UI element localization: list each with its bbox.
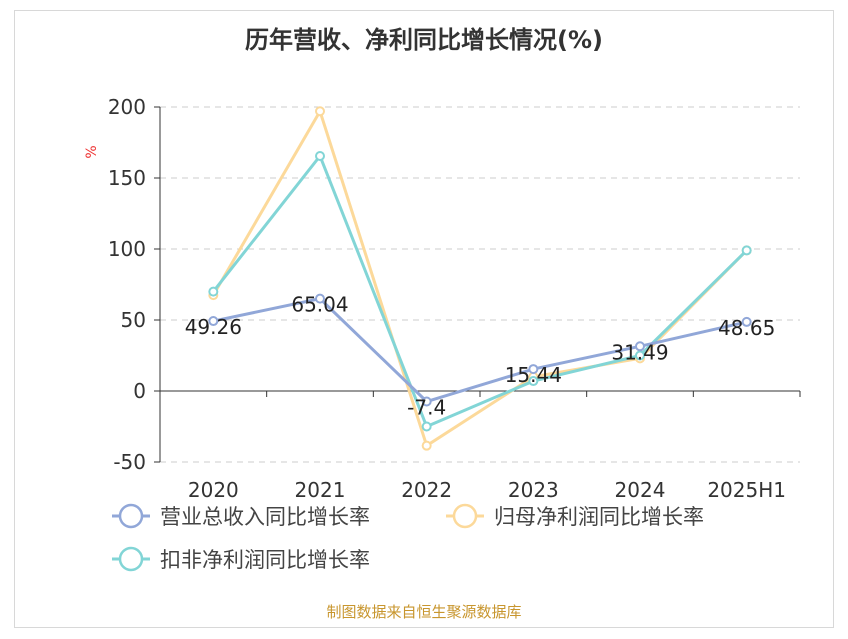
x-tick-label: 2023 xyxy=(508,478,559,502)
x-tick-label: 2022 xyxy=(401,478,452,502)
data-point xyxy=(421,396,432,407)
data-label: -7.4 xyxy=(407,396,446,420)
series-line-1 xyxy=(212,107,748,448)
y-tick-label: 150 xyxy=(108,166,146,190)
data-point xyxy=(421,421,432,432)
data-point xyxy=(528,376,539,387)
chart-title: 历年营收、净利同比增长情况(%) xyxy=(245,26,603,54)
data-point xyxy=(208,286,219,297)
data-point xyxy=(315,293,325,304)
data-point xyxy=(741,245,752,256)
legend-label: 归母净利润同比增长率 xyxy=(494,505,704,529)
data-label: 49.26 xyxy=(185,315,242,339)
x-tick-label: 2025H1 xyxy=(707,478,786,502)
source-note: 制图数据来自恒生聚源数据库 xyxy=(326,603,521,621)
y-tick-label: 50 xyxy=(121,308,146,332)
y-tick-label: -50 xyxy=(113,450,146,474)
data-label: 31.49 xyxy=(611,340,668,364)
data-label: 48.65 xyxy=(718,316,775,340)
data-point xyxy=(315,150,325,161)
data-point xyxy=(528,364,539,375)
x-tick-label: 2021 xyxy=(295,478,346,502)
legend-label: 扣非净利润同比增长率 xyxy=(160,548,370,572)
data-point xyxy=(315,106,325,117)
data-label: 65.04 xyxy=(291,293,348,317)
data-point xyxy=(741,316,752,327)
data-label: 15.44 xyxy=(505,363,562,387)
x-tick-label: 2024 xyxy=(615,478,666,502)
legend-circle-icon xyxy=(118,546,144,572)
y-axis-label: % xyxy=(84,145,100,158)
data-point xyxy=(421,440,432,451)
legend-circle-icon xyxy=(118,503,144,529)
y-tick-label: 100 xyxy=(108,237,146,261)
chart-frame xyxy=(14,10,834,628)
legend-circle-icon xyxy=(452,503,478,529)
data-point xyxy=(635,350,645,361)
x-tick-label: 2020 xyxy=(188,478,239,502)
y-tick-label: 200 xyxy=(108,95,146,119)
series-line-0 xyxy=(213,297,748,404)
y-tick-label: 0 xyxy=(133,379,146,403)
series-line-2 xyxy=(212,153,748,429)
legend-label: 营业总收入同比增长率 xyxy=(160,505,370,529)
data-point xyxy=(635,341,645,352)
data-point xyxy=(208,316,219,327)
